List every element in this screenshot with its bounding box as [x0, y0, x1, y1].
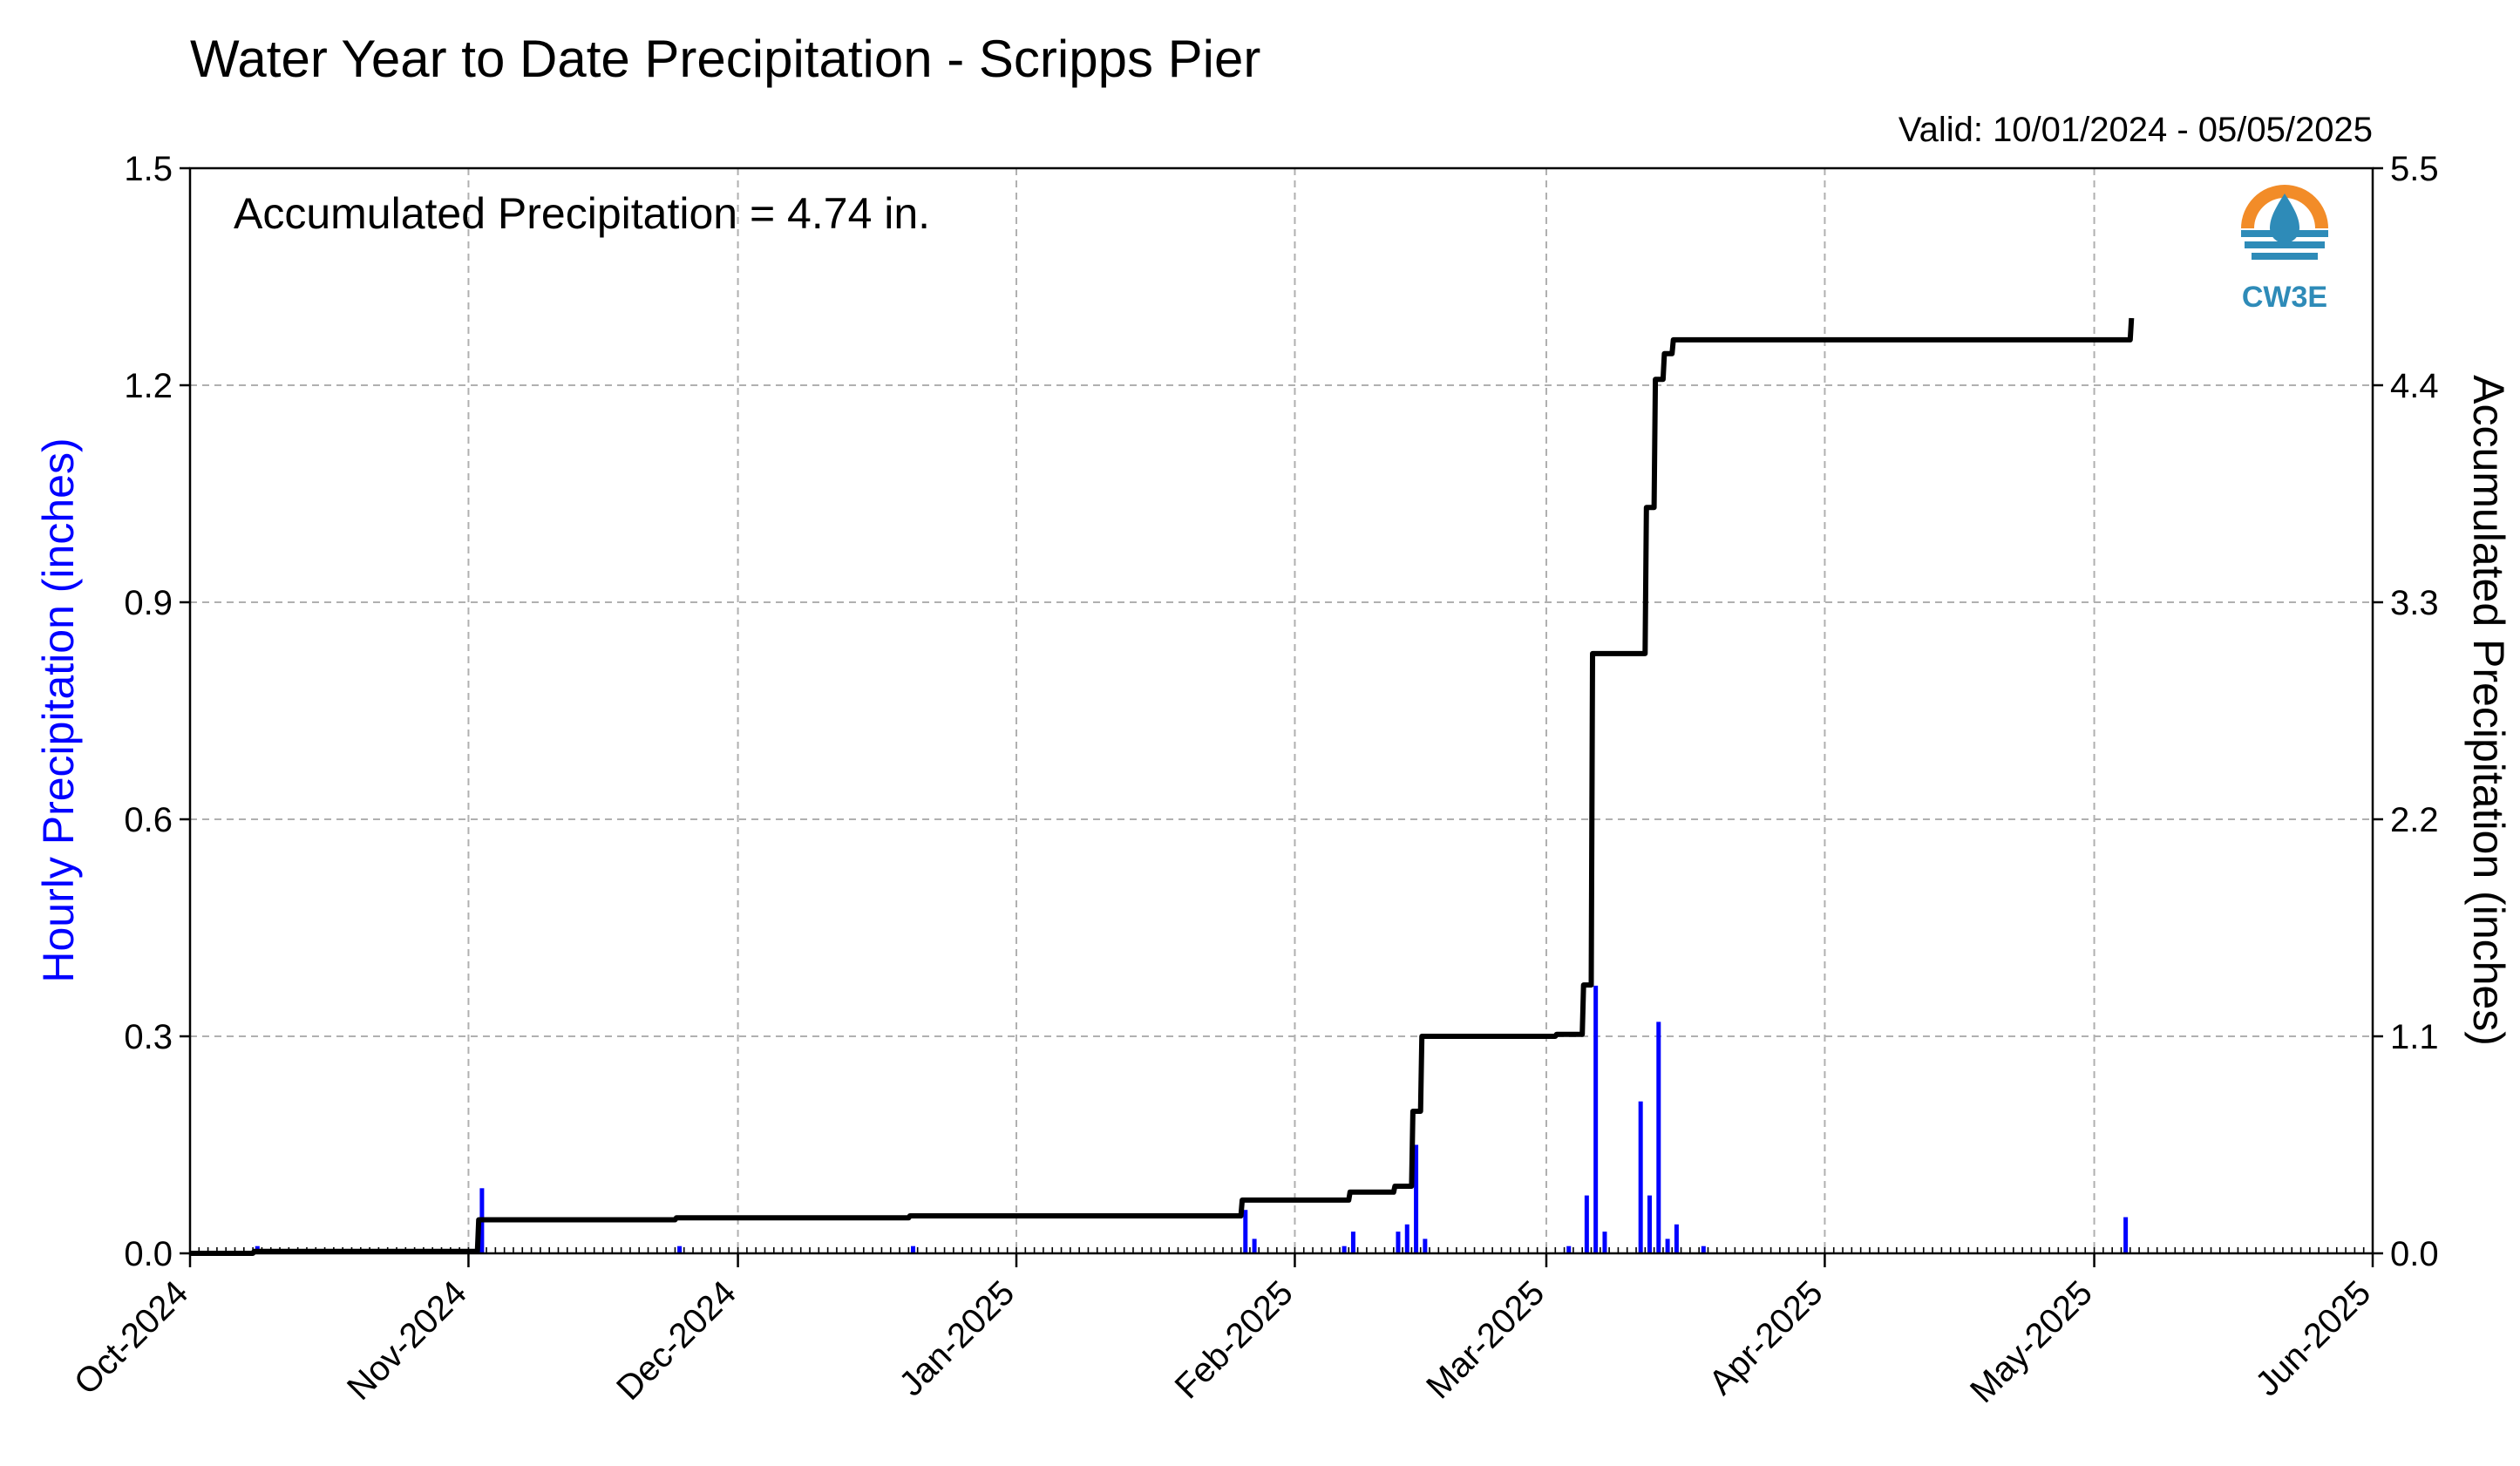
left-tick-label: 0.0 — [124, 1235, 173, 1273]
right-tick-label: 3.3 — [2390, 584, 2439, 622]
hourly-bar — [1350, 1232, 1355, 1253]
right-tick-label: 1.1 — [2390, 1018, 2439, 1056]
left-tick-label: 0.6 — [124, 801, 173, 839]
right-y-axis: 0.0 1.1 2.2 3.3 4.4 5.5 — [2373, 150, 2439, 1273]
accumulated-total-annotation: Accumulated Precipitation = 4.74 in. — [234, 189, 930, 238]
hourly-bar — [2123, 1217, 2129, 1253]
hourly-bar — [1593, 985, 1599, 1253]
right-axis-label: Accumulated Precipitation (inches) — [2464, 375, 2513, 1046]
accumulated-line-path — [190, 317, 2135, 1256]
hourly-bar — [1423, 1239, 1428, 1253]
hourly-bar — [1638, 1101, 1643, 1253]
x-tick-label: May-2025 — [1963, 1273, 2100, 1410]
right-tick-label: 4.4 — [2390, 367, 2439, 405]
x-tick-label: Oct-2024 — [67, 1273, 195, 1402]
cw3e-logo: CW3E — [2239, 185, 2330, 314]
hourly-bar — [1674, 1224, 1679, 1253]
left-y-axis: 0.0 0.3 0.6 0.9 1.2 1.5 — [124, 150, 190, 1273]
left-tick-label: 1.5 — [124, 150, 173, 188]
x-tick-label: Dec-2024 — [609, 1273, 744, 1408]
hourly-bar — [1396, 1232, 1401, 1253]
valid-date-range: Valid: 10/01/2024 - 05/05/2025 — [1898, 111, 2373, 149]
hourly-precipitation-bars — [255, 985, 2129, 1253]
left-axis-label: Hourly Precipitation (inches) — [34, 438, 83, 982]
chart-title: Water Year to Date Precipitation - Scrip… — [190, 30, 1260, 88]
x-tick-label: Nov-2024 — [340, 1273, 474, 1408]
left-tick-label: 0.3 — [124, 1018, 173, 1056]
left-tick-label: 1.2 — [124, 367, 173, 405]
hourly-bar — [1243, 1210, 1248, 1253]
hourly-bar — [1252, 1239, 1257, 1253]
x-tick-label: Apr-2025 — [1702, 1273, 1830, 1402]
left-tick-label: 0.9 — [124, 584, 173, 622]
accumulated-precipitation-line — [190, 317, 2135, 1256]
logo-water-drop-icon — [2270, 193, 2299, 243]
hourly-bar — [677, 1245, 683, 1253]
logo-text: CW3E — [2242, 281, 2327, 314]
hourly-bar — [1701, 1245, 1706, 1253]
x-tick-label: Feb-2025 — [1168, 1273, 1301, 1406]
x-tick-label: Mar-2025 — [1419, 1273, 1552, 1406]
x-axis: Oct-2024 Nov-2024 Dec-2024 Jan-2025 Feb-2025… — [67, 1247, 2378, 1410]
hourly-bar — [1665, 1239, 1670, 1253]
x-tick-label: Jan-2025 — [892, 1273, 1022, 1403]
right-tick-label: 5.5 — [2390, 150, 2439, 188]
right-tick-label: 0.0 — [2390, 1235, 2439, 1273]
x-tick-label: Jun-2025 — [2248, 1273, 2378, 1403]
hourly-bar — [1414, 1144, 1419, 1253]
plot-frame — [188, 166, 2374, 1255]
right-tick-label: 2.2 — [2390, 801, 2439, 839]
hourly-bar — [1647, 1195, 1652, 1253]
hourly-bar — [1566, 1245, 1572, 1253]
hourly-bar — [1342, 1245, 1347, 1253]
hourly-bar — [911, 1245, 916, 1253]
hourly-bar — [1404, 1224, 1409, 1253]
hourly-bar — [1656, 1021, 1661, 1253]
grid-lines — [190, 168, 2373, 1253]
hourly-bar — [1602, 1232, 1607, 1253]
hourly-bar — [1584, 1195, 1589, 1253]
